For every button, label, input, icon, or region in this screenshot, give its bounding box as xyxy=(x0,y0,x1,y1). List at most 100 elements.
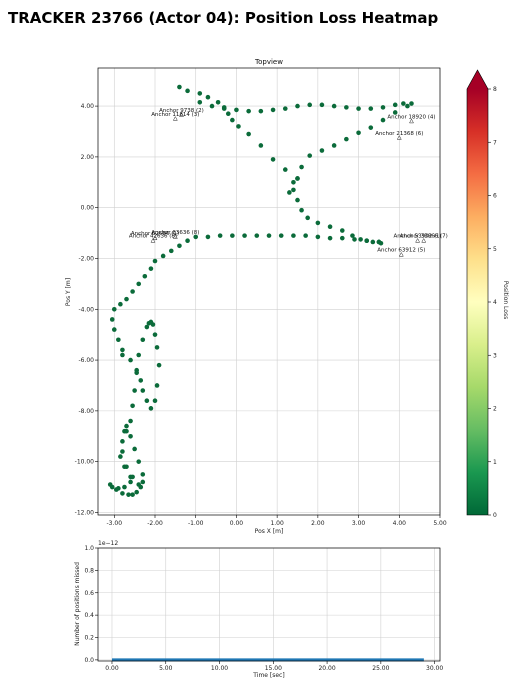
topview-points xyxy=(107,84,414,497)
track-point xyxy=(126,492,131,497)
anchor-label: Anchor 11814 (3) xyxy=(151,112,199,118)
anchor-marker xyxy=(152,235,158,241)
track-point xyxy=(130,492,135,497)
track-point xyxy=(168,248,174,254)
anchor-marker xyxy=(396,135,402,140)
colorbar: 0 1 2 3 4 5 6 7 8 Position Loss xyxy=(466,69,509,519)
missed-y-tick-label: 1.0 xyxy=(84,545,94,552)
track-point xyxy=(291,187,296,193)
track-point xyxy=(156,362,162,368)
missed-scale-label: 1e−12 xyxy=(98,540,118,547)
track-point xyxy=(160,253,166,259)
track-point xyxy=(132,446,137,452)
track-point xyxy=(134,370,139,376)
track-point xyxy=(122,428,127,434)
track-point xyxy=(120,491,125,496)
track-point xyxy=(254,233,260,238)
colorbar-tick-label: 3 xyxy=(493,352,497,359)
track-point xyxy=(120,352,125,358)
track-point xyxy=(344,105,349,110)
track-point xyxy=(136,482,142,487)
topview-x-label: Pos X [m] xyxy=(255,528,284,535)
track-point xyxy=(344,136,349,142)
topview-frame xyxy=(97,67,441,516)
colorbar-extend-arrow xyxy=(467,70,488,89)
missed-y-tick-label: 0.8 xyxy=(84,567,94,574)
track-point xyxy=(350,233,355,238)
track-point xyxy=(242,233,247,238)
track-point xyxy=(401,101,406,106)
track-point xyxy=(134,489,139,495)
missed-y-tick-label: 0.4 xyxy=(84,612,94,619)
track-point xyxy=(144,398,150,404)
colorbar-tick-label: 6 xyxy=(493,193,497,200)
anchor-marker xyxy=(398,251,404,257)
missed-y-tick-label: 0.2 xyxy=(84,635,94,642)
track-point xyxy=(305,215,310,221)
track-point xyxy=(130,474,135,480)
track-point xyxy=(116,337,121,343)
track-point xyxy=(368,125,374,130)
track-point xyxy=(118,454,123,459)
track-point xyxy=(270,157,276,162)
track-point xyxy=(138,378,144,383)
anchor-marker xyxy=(421,237,427,243)
track-point xyxy=(177,243,182,249)
track-point xyxy=(266,233,272,238)
anchor-marker xyxy=(415,237,421,243)
track-point xyxy=(130,289,135,294)
track-point xyxy=(217,233,223,238)
anchor-label: Anchor 62566 (1) xyxy=(131,231,179,237)
track-point xyxy=(193,234,199,240)
track-point xyxy=(370,239,376,245)
track-point xyxy=(236,124,241,129)
colorbar-tick-label: 5 xyxy=(493,246,497,253)
topview-y-tick-label: 2.00 xyxy=(81,154,95,161)
track-point xyxy=(130,403,135,409)
track-point xyxy=(152,332,158,337)
colorbar-tick-label: 0 xyxy=(493,512,497,519)
missed-y-tick-label: 0.6 xyxy=(84,590,94,597)
track-point xyxy=(205,234,211,240)
topview-y-tick-label: -2.00 xyxy=(78,255,94,262)
topview-y-tick-label: -10.00 xyxy=(75,459,95,466)
topview-x-tick-label: 5.00 xyxy=(433,520,447,527)
track-point xyxy=(124,464,129,470)
missed-y-label: Number of positions missed xyxy=(74,562,81,646)
missed-x-tick-label: 30.00 xyxy=(426,665,443,672)
topview-x-tick-label: -3.00 xyxy=(107,520,123,527)
anchor-label: Anchor 9738 (2) xyxy=(159,108,204,114)
track-point xyxy=(270,107,276,113)
track-point xyxy=(358,237,363,242)
track-point xyxy=(409,101,414,106)
track-point xyxy=(140,337,146,343)
track-point xyxy=(315,220,321,226)
track-point xyxy=(140,472,146,477)
colorbar-ticks: 0 1 2 3 4 5 6 7 8 xyxy=(488,86,497,519)
track-point xyxy=(128,357,133,363)
track-point xyxy=(295,176,300,181)
track-point xyxy=(327,224,333,230)
anchor-marker xyxy=(172,234,178,239)
colorbar-tick-label: 2 xyxy=(493,406,497,413)
track-point xyxy=(380,117,386,123)
missed-x-tick-label: 0.00 xyxy=(105,665,119,672)
topview-x-tick-label: -2.00 xyxy=(147,520,163,527)
track-point xyxy=(327,235,333,241)
track-point xyxy=(278,233,284,238)
anchor-label: Anchor 63912 (5) xyxy=(377,248,425,254)
anchor-label: Anchor 53902 (1) xyxy=(394,234,442,240)
track-point xyxy=(185,88,190,94)
anchor-label: Anchor 63636 (8) xyxy=(151,230,199,236)
track-point xyxy=(209,103,215,109)
track-point xyxy=(140,388,146,393)
track-point xyxy=(225,111,231,117)
topview-x-tick-label: 2.00 xyxy=(311,520,325,527)
track-point xyxy=(154,345,160,350)
track-point xyxy=(128,479,133,485)
track-point xyxy=(246,131,251,137)
anchor-label: Anchor 21368 (6) xyxy=(375,131,423,137)
track-point xyxy=(282,106,288,111)
track-point xyxy=(339,235,345,241)
